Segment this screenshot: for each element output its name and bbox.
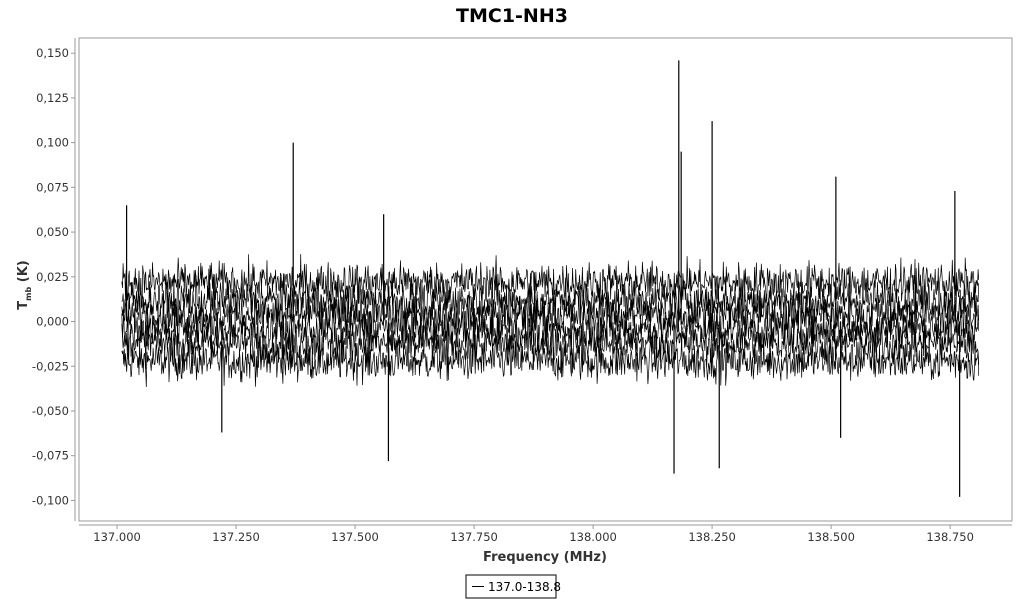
legend-box [465, 574, 557, 599]
x-axis: 137.000 137.250 137.500 137.750 138.000 138.2… [79, 524, 1012, 544]
x-tick-label: 137.250 [212, 530, 260, 544]
x-axis-label: Frequency (MHz) [483, 550, 607, 565]
y-tick-label: -0,050 [32, 404, 69, 418]
y-tick-label: -0,100 [32, 493, 69, 507]
series-layer [121, 60, 980, 497]
x-tick-label: 137.000 [93, 530, 141, 544]
legend-item-label: 137.0-138.8 [488, 580, 561, 594]
chart-title: TMC1-NH3 [456, 5, 568, 27]
y-axis-label: Tmb (K) [16, 260, 33, 309]
legend[interactable]: 137.0-138.8 [465, 574, 561, 599]
x-tick-label: 137.750 [450, 530, 498, 544]
y-tick-label: 0,075 [36, 180, 69, 194]
spectrum-trace [121, 313, 980, 370]
y-tick-label: 0,100 [36, 136, 69, 150]
y-tick-label: 0,125 [36, 91, 69, 105]
y-tick-label: -0,075 [32, 449, 69, 463]
x-tick-label: 138.250 [688, 530, 736, 544]
y-tick-label: 0,050 [36, 225, 69, 239]
y-tick-label: 0,025 [36, 270, 69, 284]
y-tick-label: 0,000 [36, 315, 69, 329]
y-tick-label: -0,025 [32, 359, 69, 373]
x-tick-label: 138.000 [569, 530, 617, 544]
x-tick-label: 138.750 [926, 530, 974, 544]
spectrum-trace [121, 299, 980, 359]
y-axis: 0,150 0,125 0,100 0,075 0,050 0,025 0,000 -0,02… [32, 38, 76, 521]
x-tick-label: 137.500 [331, 530, 379, 544]
y-tick-label: 0,150 [36, 46, 69, 60]
x-tick-label: 138.500 [807, 530, 855, 544]
